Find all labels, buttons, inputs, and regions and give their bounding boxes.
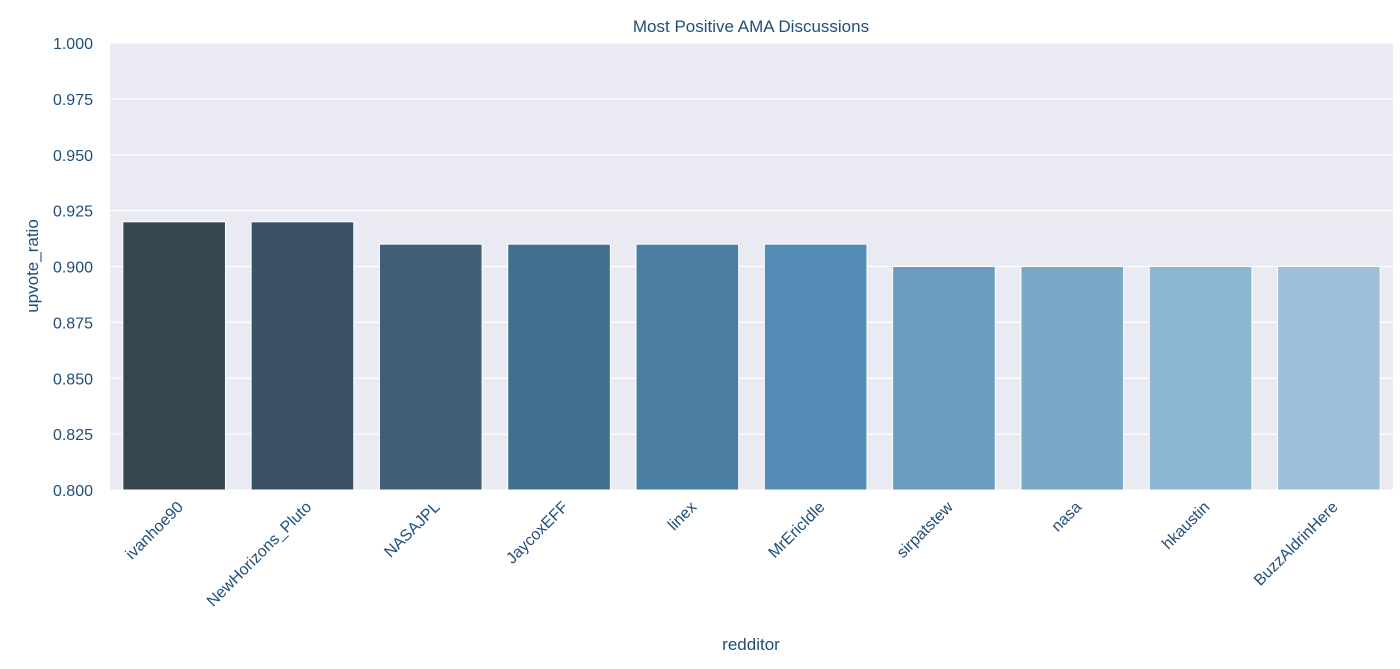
x-tick-label: sirpatstew	[894, 498, 957, 561]
bar-linex	[635, 243, 740, 491]
x-axis-ticks: ivanhoe90 NewHorizons_Pluto NASAJPL JaycoxE…	[123, 498, 1342, 610]
x-tick-label: BuzzAldrinHere	[1251, 499, 1342, 590]
y-tick-label: 0.800	[53, 483, 93, 500]
bar-ivanhoe90	[122, 221, 226, 491]
x-tick-label: JaycoxEFF	[503, 499, 572, 568]
bar-BuzzAldrinHere	[1277, 266, 1381, 491]
bar-hkaustin	[1148, 266, 1253, 491]
y-tick-label: 0.950	[53, 148, 93, 165]
x-tick-label: nasa	[1049, 499, 1086, 536]
x-axis-label: redditor	[722, 635, 780, 654]
y-axis-ticks: 0.800 0.825 0.850 0.875 0.900 0.925 0.950 0.975…	[53, 36, 93, 500]
chart-title: Most Positive AMA Discussions	[633, 17, 869, 36]
bar-sirpatstew	[892, 266, 996, 491]
x-tick-label: ivanhoe90	[123, 499, 187, 563]
bar-nasa	[1020, 266, 1125, 491]
y-tick-label: 0.850	[53, 371, 93, 388]
y-tick-label: 0.925	[53, 204, 93, 221]
y-tick-label: 0.825	[53, 427, 93, 444]
bar-MrEricIdle	[763, 243, 868, 491]
y-tick-label: 0.975	[53, 92, 93, 109]
y-tick-label: 0.875	[53, 315, 93, 332]
x-tick-label: MrEricIdle	[766, 499, 829, 562]
bars	[122, 221, 1381, 491]
x-tick-label: NewHorizons_Pluto	[204, 499, 315, 610]
bar-NASAJPL	[378, 243, 483, 491]
bar-JaycoxEFF	[507, 243, 611, 491]
bar-NewHorizons_Pluto	[250, 221, 355, 491]
x-tick-label: hkaustin	[1159, 499, 1213, 553]
x-tick-label: NASAJPL	[381, 499, 443, 561]
y-axis-label: upvote_ratio	[23, 219, 42, 313]
y-tick-label: 1.000	[53, 36, 93, 53]
y-tick-label: 0.900	[53, 260, 93, 277]
x-tick-label: linex	[665, 499, 700, 534]
